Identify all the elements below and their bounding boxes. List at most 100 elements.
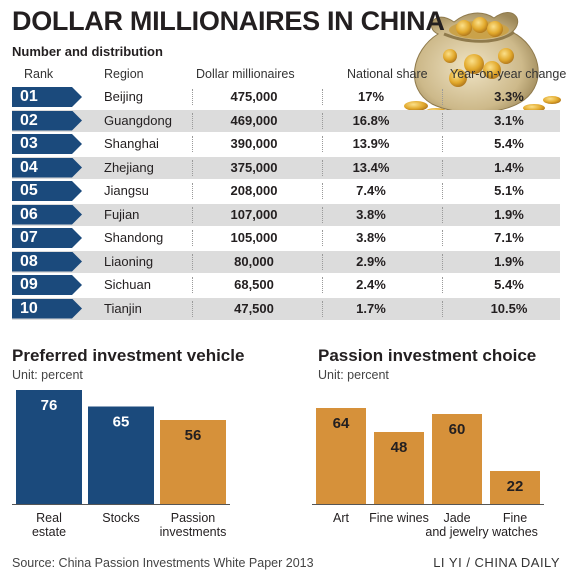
bar-value-label: 56 — [185, 427, 202, 444]
column-divider — [322, 206, 323, 223]
column-divider — [192, 183, 193, 199]
bar-value-label: 76 — [41, 397, 58, 414]
region-cell: Beijing — [104, 89, 144, 104]
column-divider — [322, 136, 323, 152]
bar — [432, 414, 482, 504]
millionaires-cell: 107,000 — [230, 206, 278, 222]
millionaires-cell: 47,500 — [234, 300, 274, 316]
millionaires-cell: 375,000 — [230, 159, 278, 175]
rank-badge: 07 — [12, 228, 82, 248]
table-row: 10 Tianjin 47,500 1.7% 10.5% — [12, 297, 560, 320]
share-cell: 16.8% — [352, 112, 390, 128]
column-divider — [442, 159, 443, 176]
rank-badge: 08 — [12, 251, 82, 272]
bar — [374, 432, 424, 504]
table-row: 06 Fujian 107,000 3.8% 1.9% — [12, 203, 560, 226]
column-header-share: National share — [347, 67, 428, 81]
column-divider — [322, 159, 323, 176]
column-divider — [322, 89, 323, 105]
region-cell: Jiangsu — [104, 183, 149, 198]
category-label: Jade and jewelry — [425, 511, 489, 539]
chart-title-investment-vehicle: Preferred investment vehicle — [12, 346, 245, 365]
bar-value-label: 48 — [391, 439, 408, 456]
rank-badge: 05 — [12, 181, 82, 201]
bar — [88, 406, 154, 504]
column-divider — [322, 253, 323, 270]
bar-value-label: 60 — [449, 421, 466, 438]
rank-badge: 06 — [12, 204, 82, 225]
column-divider — [442, 89, 443, 105]
change-cell: 7.1% — [494, 230, 524, 245]
region-cell: Fujian — [104, 206, 140, 222]
table-row: 07 Shandong 105,000 3.8% 7.1% — [12, 227, 560, 249]
bar-value-label: 22 — [507, 478, 524, 495]
category-label: Fine watches — [491, 511, 538, 539]
column-divider — [192, 230, 193, 246]
region-cell: Shandong — [104, 230, 164, 245]
page-subtitle: Number and distribution — [12, 44, 163, 59]
bar — [16, 390, 82, 504]
column-divider — [442, 230, 443, 246]
change-cell: 5.4% — [494, 136, 524, 151]
table-row: 09 Sichuan 68,500 2.4% 5.4% — [12, 274, 560, 296]
millionaires-cell: 68,500 — [234, 277, 274, 292]
table-row: 08 Liaoning 80,000 2.9% 1.9% — [12, 250, 560, 273]
share-cell: 13.9% — [352, 136, 390, 151]
bar — [490, 471, 540, 504]
column-divider — [322, 183, 323, 199]
change-cell: 10.5% — [490, 300, 528, 316]
column-divider — [442, 277, 443, 293]
share-cell: 3.8% — [356, 206, 386, 222]
millionaires-cell: 390,000 — [230, 136, 278, 151]
table-row: 05 Jiangsu 208,000 7.4% 5.1% — [12, 180, 560, 202]
column-header-rank: Rank — [24, 67, 54, 81]
millionaires-cell: 475,000 — [230, 89, 278, 104]
share-cell: 7.4% — [356, 183, 386, 198]
share-cell: 2.9% — [356, 253, 386, 269]
chart-unit-passion-choice: Unit: percent — [318, 368, 389, 382]
millionaires-cell: 469,000 — [230, 112, 278, 128]
column-header-millionaires: Dollar millionaires — [196, 67, 295, 81]
region-cell: Tianjin — [104, 300, 142, 316]
rank-badge: 04 — [12, 157, 82, 178]
column-divider — [192, 112, 193, 129]
column-divider — [442, 183, 443, 199]
table-row: 02 Guangdong 469,000 16.8% 3.1% — [12, 109, 560, 132]
share-cell: 3.8% — [356, 230, 386, 245]
column-divider — [442, 253, 443, 270]
category-label: Fine wines — [369, 511, 429, 525]
change-cell: 3.1% — [494, 112, 524, 128]
change-cell: 1.9% — [494, 206, 524, 222]
column-header-region: Region — [104, 67, 144, 81]
table-row: 04 Zhejiang 375,000 13.4% 1.4% — [12, 156, 560, 179]
column-divider — [192, 253, 193, 270]
column-divider — [192, 136, 193, 152]
passion-choice-chart: 64 Art 48 Fine wines 60 Jade and jewelry 22 Fine… — [312, 408, 544, 539]
share-cell: 17% — [357, 89, 385, 104]
bar-value-label: 64 — [333, 415, 350, 432]
region-cell: Liaoning — [104, 253, 154, 269]
column-divider — [322, 300, 323, 317]
rank-badge: 10 — [12, 298, 82, 319]
bar — [316, 408, 366, 504]
bar-value-label: 65 — [113, 414, 130, 431]
column-divider — [442, 112, 443, 129]
column-divider — [192, 300, 193, 317]
column-divider — [322, 112, 323, 129]
change-cell: 1.9% — [494, 253, 524, 269]
table-row: 03 Shanghai 390,000 13.9% 5.4% — [12, 133, 560, 155]
region-cell: Sichuan — [104, 277, 151, 292]
column-divider — [442, 206, 443, 223]
share-cell: 13.4% — [352, 159, 390, 175]
column-divider — [442, 136, 443, 152]
millionaires-cell: 80,000 — [234, 253, 274, 269]
rank-badge: 02 — [12, 110, 82, 131]
column-header-change: Year-on-year change — [450, 67, 567, 81]
investment-vehicle-chart: 76 Real estate 65 Stocks 56 Passion investments — [12, 390, 230, 539]
millionaires-cell: 105,000 — [230, 230, 278, 245]
chart-unit-investment-vehicle: Unit: percent — [12, 368, 83, 382]
column-divider — [192, 206, 193, 223]
region-cell: Shanghai — [104, 136, 159, 151]
category-label: Art — [333, 511, 350, 525]
change-cell: 5.1% — [494, 183, 524, 198]
